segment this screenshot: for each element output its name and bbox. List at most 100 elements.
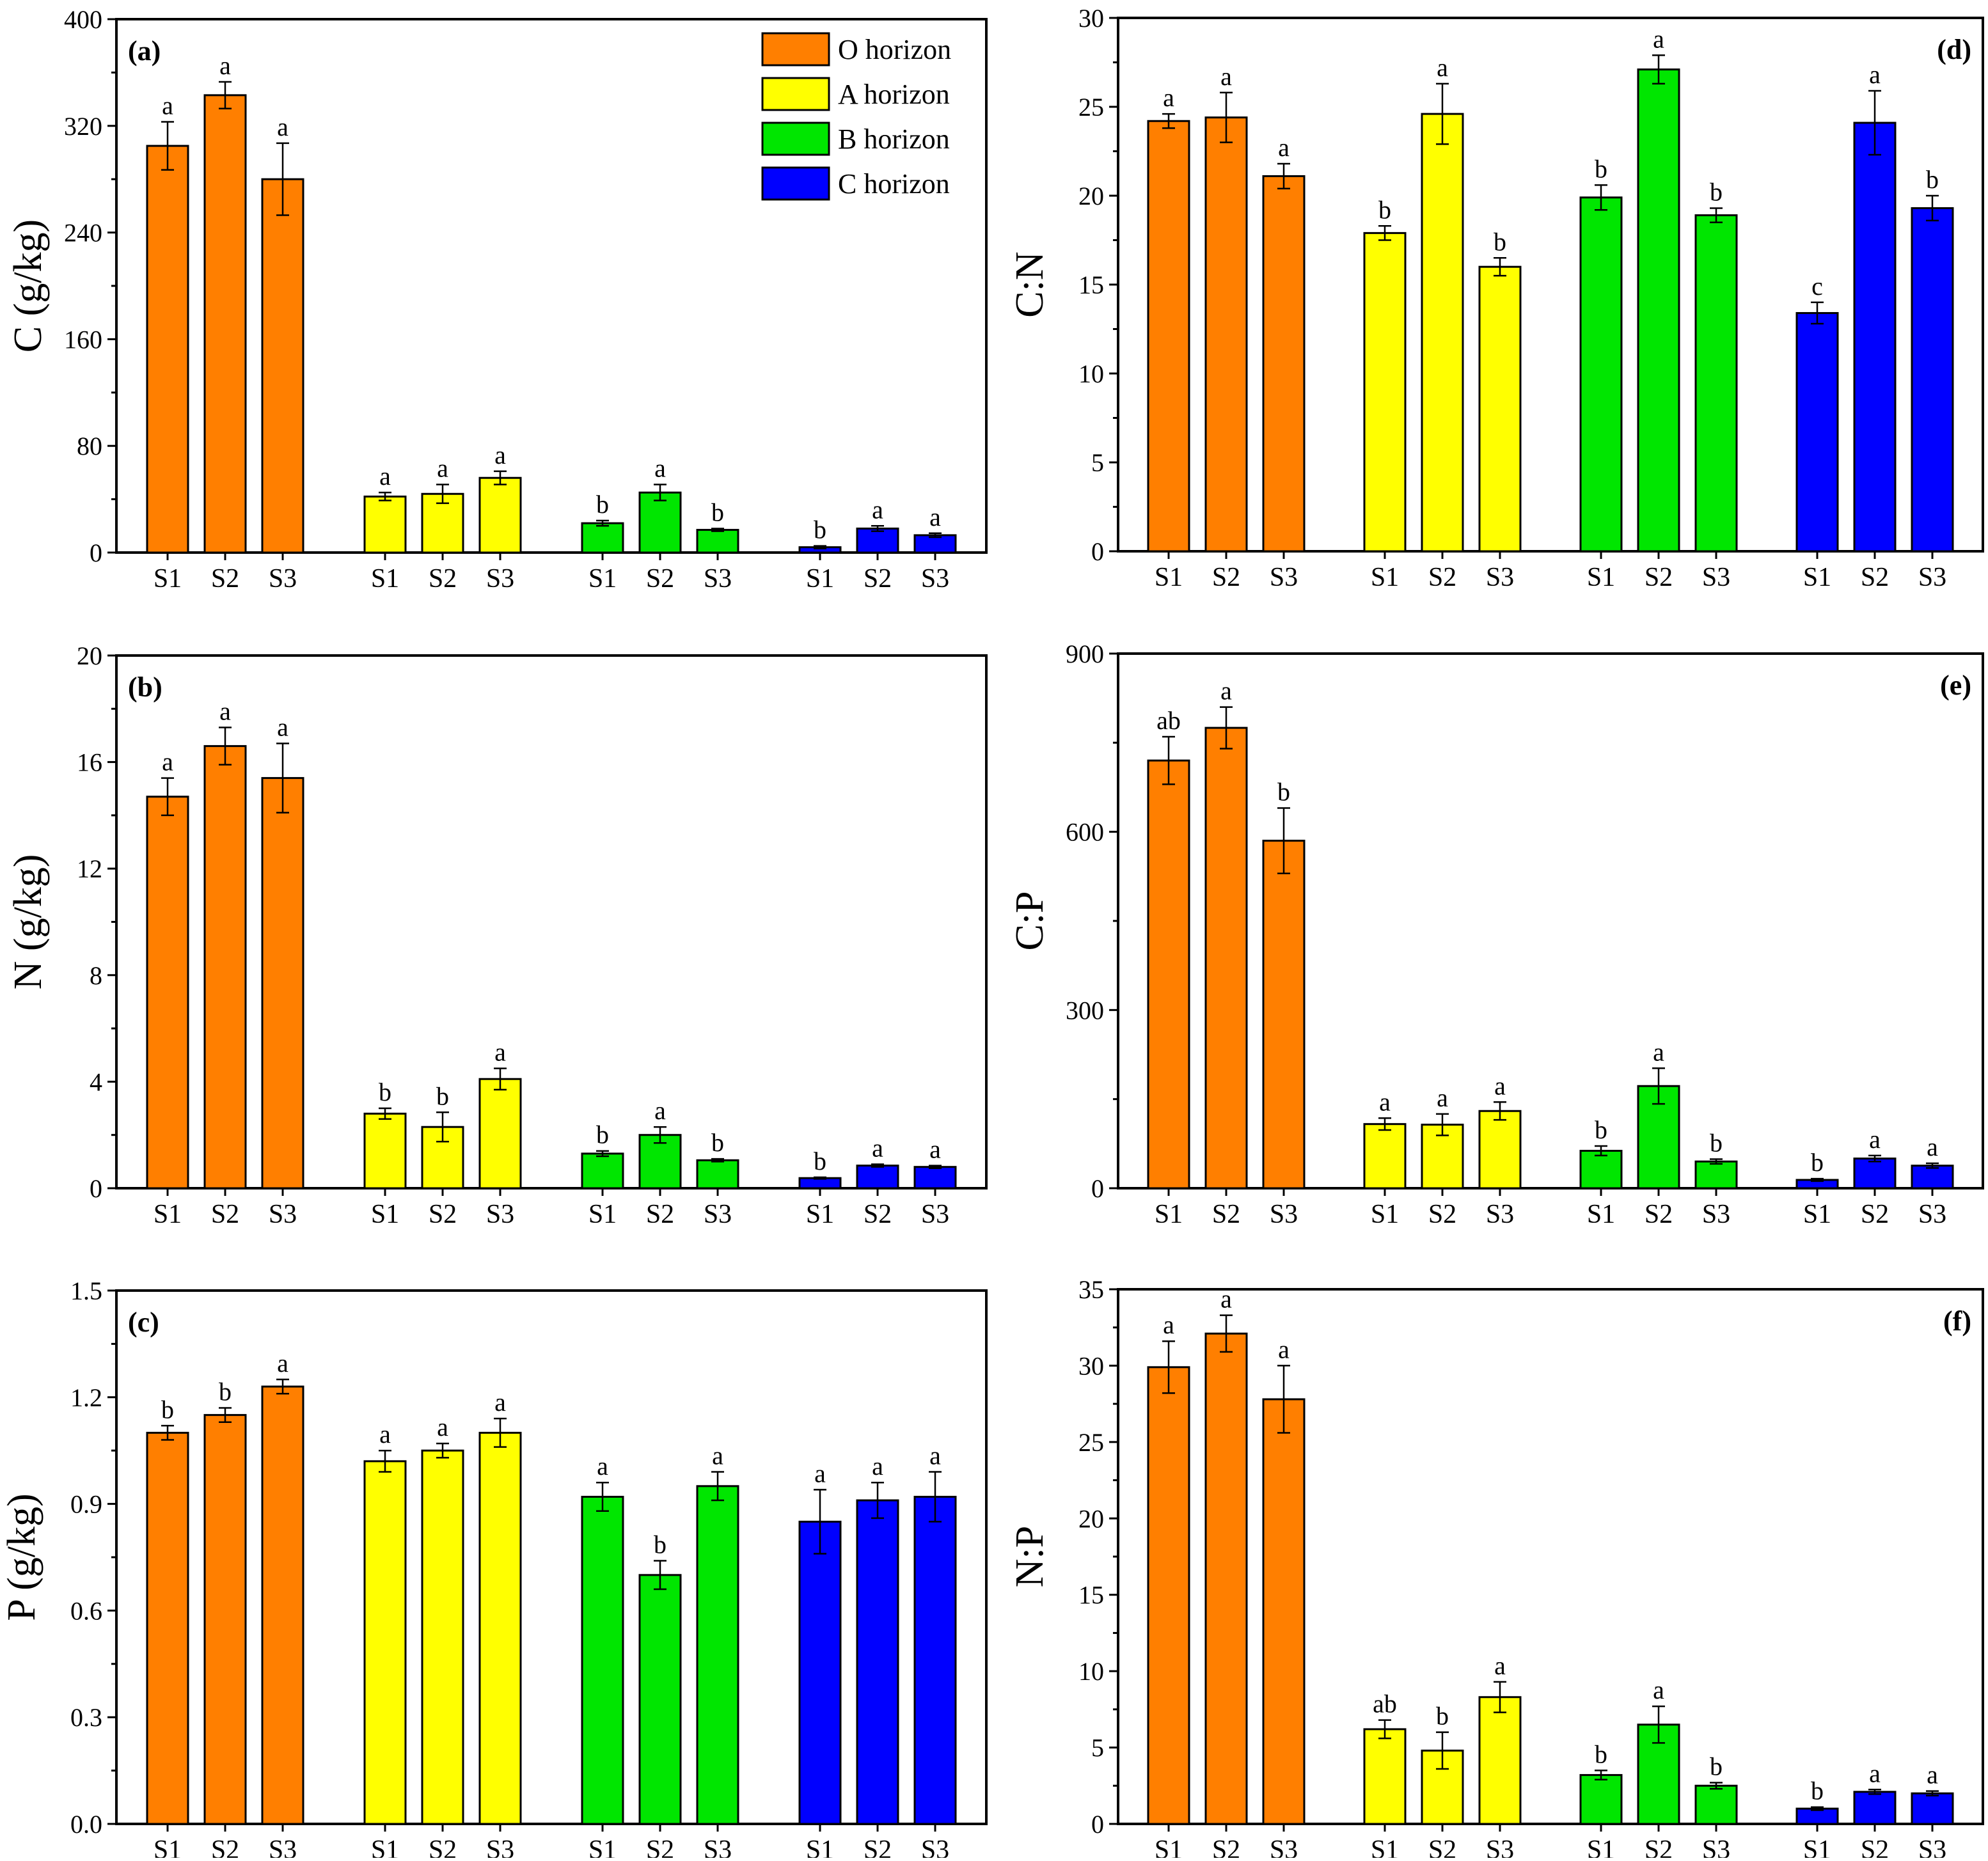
ytick-label: 4: [90, 1067, 102, 1096]
bar-b-s2: [638, 491, 682, 554]
xtick-label: S3: [1918, 563, 1946, 592]
xtick-label: S1: [806, 1200, 834, 1229]
xtick-label: S1: [588, 1200, 617, 1229]
bar-o-s2: [203, 94, 247, 554]
xtick-label: S2: [1428, 1835, 1456, 1858]
xtick-label: S2: [646, 1835, 674, 1858]
panel-tag: (a): [128, 35, 161, 67]
panel-tag: (e): [1940, 670, 1971, 701]
xtick-label: S3: [704, 1200, 732, 1229]
significance-label: a: [1437, 1083, 1448, 1112]
bar-b-s2: [638, 1574, 682, 1825]
bar-c-s3: [1911, 1792, 1954, 1825]
significance-label: a: [1869, 1125, 1881, 1154]
panel-tag: (f): [1943, 1305, 1971, 1337]
ytick-label: 30: [1078, 4, 1104, 33]
bar-c-s2: [856, 1165, 899, 1190]
bar-a-s3: [1478, 1696, 1522, 1825]
panel-tag: (d): [1937, 34, 1971, 65]
xtick-label: S2: [1212, 1835, 1240, 1858]
significance-label: a: [1220, 62, 1232, 91]
y-axis-label: C (g/kg): [6, 219, 50, 352]
ytick-label: 10: [1078, 1657, 1104, 1686]
bar-b-s2: [638, 1134, 682, 1190]
ytick-label: 900: [1066, 640, 1104, 668]
significance-label: a: [494, 1038, 506, 1067]
significance-label: a: [597, 1452, 608, 1480]
bar-a-s2: [1421, 113, 1464, 553]
ytick-label: 12: [77, 854, 102, 883]
ytick-label: 5: [1091, 1734, 1104, 1763]
ytick-label: 0: [90, 538, 102, 567]
legend-swatch-b: [761, 122, 830, 156]
xtick-label: S3: [269, 1835, 297, 1858]
xtick-label: S3: [486, 564, 514, 593]
significance-label: b: [1710, 1752, 1723, 1781]
bar-a-s1: [1363, 1728, 1407, 1825]
significance-label: a: [1653, 24, 1664, 53]
ytick-label: 35: [1078, 1275, 1104, 1304]
bar-c-s3: [1911, 1165, 1954, 1190]
xtick-label: S3: [704, 564, 732, 593]
significance-label: a: [1869, 1759, 1881, 1787]
ytick-label: 0.9: [70, 1490, 102, 1519]
significance-label: b: [711, 498, 724, 526]
significance-label: a: [872, 1452, 883, 1480]
legend-label: O horizon: [838, 34, 951, 65]
significance-label: b: [1595, 1115, 1607, 1144]
bar-b-s3: [696, 1485, 739, 1825]
bar-a-s1: [363, 1112, 407, 1190]
significance-label: b: [1811, 1777, 1824, 1805]
xtick-label: S3: [269, 1200, 297, 1229]
xtick-label: S3: [704, 1835, 732, 1858]
significance-label: a: [712, 1441, 723, 1470]
xtick-label: S1: [371, 1835, 399, 1858]
legend-label: B horizon: [838, 123, 950, 155]
significance-label: a: [219, 696, 231, 725]
ytick-label: 8: [90, 961, 102, 990]
significance-label: b: [711, 1128, 724, 1157]
bar-b-s1: [581, 522, 624, 554]
bar-c-s3: [913, 1166, 957, 1190]
xtick-label: S3: [269, 564, 297, 593]
ytick-label: 0: [1091, 537, 1104, 566]
panel-f: 05101520253035N:P(f)aS1aS2aS3abS1bS2aS3b…: [1008, 1275, 1984, 1861]
significance-label: ab: [1373, 1690, 1397, 1718]
bar-a-s3: [478, 1078, 522, 1190]
xtick-label: S2: [429, 1200, 457, 1229]
bar-o-s2: [1204, 1332, 1248, 1825]
significance-label: a: [654, 454, 666, 483]
significance-label: ab: [1156, 706, 1181, 735]
significance-label: a: [814, 1459, 826, 1488]
significance-label: b: [814, 1147, 826, 1175]
xtick-label: S1: [1155, 563, 1183, 592]
ytick-label: 0: [90, 1174, 102, 1203]
y-axis-label: P (g/kg): [0, 1493, 43, 1621]
bar-b-s1: [581, 1495, 624, 1825]
bar-a-s1: [363, 1460, 407, 1825]
bar-a-s3: [1478, 1110, 1522, 1190]
significance-label: b: [379, 1078, 391, 1106]
xtick-label: S2: [646, 1200, 674, 1229]
bar-a-s1: [1363, 1123, 1407, 1190]
panel-tag: (c): [128, 1307, 159, 1338]
xtick-label: S1: [806, 1835, 834, 1858]
xtick-label: S2: [1645, 1200, 1673, 1229]
xtick-label: S2: [429, 564, 457, 593]
bar-c-s2: [856, 1499, 899, 1825]
xtick-label: S1: [806, 564, 834, 593]
significance-label: b: [1277, 778, 1290, 806]
ytick-label: 0: [1091, 1174, 1104, 1203]
significance-label: a: [1220, 677, 1232, 705]
bar-a-s2: [1421, 1124, 1464, 1190]
ytick-label: 0.0: [70, 1810, 102, 1839]
significance-label: b: [1811, 1148, 1824, 1177]
significance-label: a: [1494, 1651, 1506, 1680]
bar-c-s3: [913, 1495, 957, 1825]
bar-a-s3: [1478, 265, 1522, 553]
y-axis-label: C:N: [1008, 251, 1052, 317]
xtick-label: S2: [1212, 1200, 1240, 1229]
